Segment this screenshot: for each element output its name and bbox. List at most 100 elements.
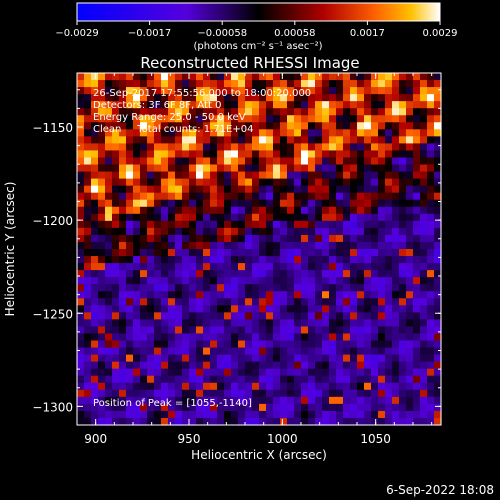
heatmap-cell bbox=[343, 333, 351, 342]
heatmap-cell bbox=[112, 94, 120, 102]
heatmap-cell bbox=[392, 150, 400, 159]
heatmap-cell bbox=[329, 326, 337, 335]
heatmap-cell bbox=[161, 143, 169, 152]
heatmap-cell bbox=[322, 185, 330, 194]
heatmap-cell bbox=[105, 150, 113, 159]
heatmap-cell bbox=[98, 157, 106, 166]
heatmap-cell bbox=[168, 157, 176, 166]
heatmap-cell bbox=[322, 298, 330, 306]
heatmap-cell bbox=[427, 361, 435, 370]
heatmap-cell bbox=[294, 94, 302, 102]
heatmap-cell bbox=[315, 94, 323, 102]
heatmap-cell bbox=[385, 368, 393, 377]
heatmap-cell bbox=[315, 87, 323, 95]
heatmap-cell bbox=[287, 150, 295, 159]
heatmap-cell bbox=[301, 354, 309, 363]
heatmap-cell bbox=[273, 122, 281, 130]
heatmap-cell bbox=[364, 270, 372, 278]
heatmap-cell bbox=[385, 220, 393, 229]
heatmap-cell bbox=[168, 80, 176, 88]
heatmap-cell bbox=[126, 256, 134, 264]
heatmap-cell bbox=[364, 164, 372, 173]
heatmap-cell bbox=[294, 319, 302, 328]
heatmap-cell bbox=[287, 312, 295, 320]
heatmap-cell bbox=[392, 87, 400, 95]
heatmap-cell bbox=[133, 249, 141, 257]
heatmap-cell bbox=[210, 396, 218, 405]
heatmap-cell bbox=[343, 80, 351, 88]
heatmap-cell bbox=[231, 417, 239, 426]
heatmap-cell bbox=[399, 263, 407, 271]
heatmap-cell bbox=[196, 80, 204, 88]
heatmap-cell bbox=[434, 403, 442, 412]
heatmap-cell bbox=[217, 333, 225, 342]
heatmap-cell bbox=[343, 326, 351, 335]
heatmap-cell bbox=[301, 417, 309, 426]
heatmap-cell bbox=[147, 115, 155, 123]
heatmap-cell bbox=[119, 284, 127, 292]
heatmap-cell bbox=[287, 354, 295, 363]
heatmap-cell bbox=[336, 213, 344, 222]
heatmap-cell bbox=[84, 382, 92, 391]
heatmap-cell bbox=[245, 143, 253, 152]
heatmap-cell bbox=[224, 206, 232, 215]
heatmap-cell bbox=[343, 115, 351, 123]
heatmap-cell bbox=[217, 206, 225, 215]
heatmap-cell bbox=[420, 347, 428, 356]
heatmap-cell bbox=[399, 298, 407, 306]
heatmap-cell bbox=[91, 164, 99, 173]
heatmap-cell bbox=[168, 87, 176, 95]
heatmap-cell bbox=[399, 164, 407, 173]
heatmap-cell bbox=[350, 382, 358, 391]
heatmap-cell bbox=[252, 389, 260, 398]
heatmap-cell bbox=[119, 220, 127, 229]
heatmap-cell bbox=[371, 206, 379, 215]
heatmap-cell bbox=[420, 115, 428, 123]
heatmap-cell bbox=[105, 206, 113, 215]
heatmap-cell bbox=[140, 94, 148, 102]
heatmap-cell bbox=[210, 417, 218, 426]
heatmap-cell bbox=[133, 326, 141, 335]
heatmap-cell bbox=[133, 122, 141, 130]
heatmap-cell bbox=[231, 305, 239, 313]
heatmap-cell bbox=[259, 115, 267, 123]
heatmap-cell bbox=[399, 94, 407, 102]
heatmap-cell bbox=[406, 108, 414, 116]
heatmap-cell bbox=[266, 136, 274, 144]
heatmap-cell bbox=[350, 129, 358, 137]
heatmap-cell bbox=[294, 101, 302, 109]
heatmap-cell bbox=[371, 382, 379, 391]
heatmap-cell bbox=[147, 101, 155, 109]
heatmap-cell bbox=[98, 171, 106, 180]
heatmap-cell bbox=[175, 108, 183, 116]
heatmap-cell bbox=[126, 101, 134, 109]
heatmap-cell bbox=[280, 249, 288, 257]
heatmap-cell bbox=[140, 108, 148, 116]
heatmap-cell bbox=[420, 277, 428, 285]
heatmap-cell bbox=[420, 326, 428, 335]
heatmap-cell bbox=[371, 136, 379, 144]
heatmap-cell bbox=[175, 178, 183, 187]
heatmap-cell bbox=[245, 347, 253, 356]
heatmap-cell bbox=[266, 347, 274, 356]
heatmap-cell bbox=[252, 382, 260, 391]
heatmap-cell bbox=[322, 241, 330, 250]
heatmap-cell bbox=[140, 150, 148, 159]
heatmap-cell bbox=[406, 178, 414, 187]
heatmap-cell bbox=[399, 129, 407, 137]
heatmap-cell bbox=[315, 234, 323, 243]
heatmap-cell bbox=[147, 234, 155, 243]
heatmap-cell bbox=[301, 164, 309, 173]
heatmap-cell bbox=[203, 319, 211, 328]
heatmap-cell bbox=[175, 143, 183, 152]
heatmap-cell bbox=[105, 80, 113, 88]
heatmap-cell bbox=[217, 234, 225, 243]
heatmap-cell bbox=[84, 178, 92, 187]
heatmap-cell bbox=[301, 326, 309, 335]
heatmap-cell bbox=[329, 403, 337, 412]
heatmap-cell bbox=[231, 73, 239, 81]
heatmap-cell bbox=[329, 213, 337, 222]
heatmap-cell bbox=[322, 73, 330, 81]
heatmap-cell bbox=[77, 94, 85, 102]
heatmap-cell bbox=[259, 234, 267, 243]
